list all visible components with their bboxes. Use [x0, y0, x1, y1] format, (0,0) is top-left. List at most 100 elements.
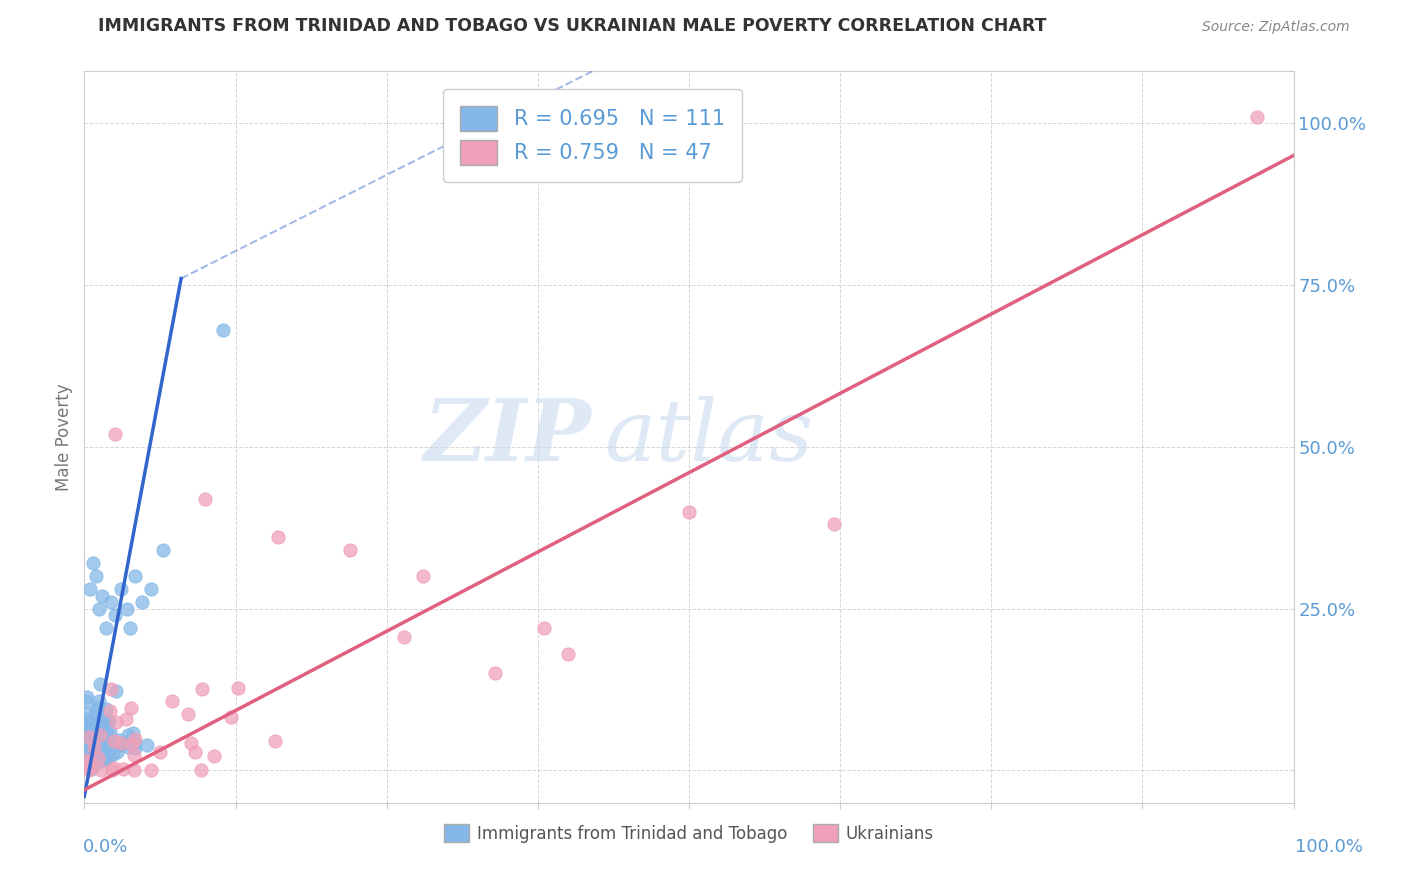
- Point: [76, 720, 98, 734]
- Point: [75, 714, 97, 729]
- Point: [75, 693, 97, 707]
- Text: ZIP: ZIP: [425, 395, 592, 479]
- Point: [823, 517, 845, 532]
- Point: [98, 749, 121, 764]
- Point: [152, 543, 174, 558]
- Point: [86, 745, 108, 759]
- Point: [103, 761, 125, 775]
- Point: [82, 749, 104, 764]
- Point: [87, 601, 110, 615]
- Point: [91, 754, 114, 768]
- Point: [110, 736, 132, 750]
- Point: [103, 737, 125, 751]
- Point: [80, 762, 103, 776]
- Point: [124, 732, 146, 747]
- Point: [98, 725, 121, 739]
- Point: [87, 694, 110, 708]
- Point: [114, 712, 136, 726]
- Point: [75, 734, 97, 748]
- Point: [96, 714, 118, 728]
- Point: [141, 764, 163, 778]
- Point: [104, 426, 127, 441]
- Point: [79, 753, 101, 767]
- Point: [117, 728, 139, 742]
- Point: [202, 749, 225, 764]
- Point: [105, 745, 128, 759]
- Point: [87, 722, 110, 736]
- Point: [87, 700, 110, 714]
- Point: [76, 729, 98, 743]
- Point: [191, 682, 214, 697]
- Point: [131, 595, 153, 609]
- Point: [90, 764, 112, 778]
- Point: [73, 712, 96, 726]
- Point: [120, 701, 142, 715]
- Point: [75, 740, 97, 755]
- Point: [190, 764, 212, 778]
- Point: [122, 764, 145, 778]
- Point: [121, 737, 143, 751]
- Point: [94, 723, 117, 738]
- Text: 100.0%: 100.0%: [1295, 838, 1362, 855]
- Point: [98, 704, 121, 718]
- Point: [114, 735, 136, 749]
- Point: [180, 736, 202, 750]
- Point: [76, 736, 98, 750]
- Point: [76, 731, 98, 745]
- Point: [117, 740, 139, 755]
- Legend: Immigrants from Trinidad and Tobago, Ukrainians: Immigrants from Trinidad and Tobago, Ukr…: [437, 818, 941, 849]
- Point: [100, 595, 122, 609]
- Point: [84, 734, 107, 748]
- Point: [76, 715, 98, 730]
- Point: [120, 621, 142, 635]
- Point: [103, 733, 125, 747]
- Point: [75, 721, 97, 735]
- Point: [79, 733, 101, 747]
- Point: [100, 681, 122, 696]
- Point: [89, 676, 111, 690]
- Point: [136, 738, 159, 752]
- Point: [79, 730, 101, 744]
- Point: [108, 732, 131, 747]
- Point: [84, 757, 107, 772]
- Point: [79, 739, 101, 754]
- Point: [148, 745, 170, 759]
- Point: [77, 733, 100, 747]
- Point: [79, 745, 101, 759]
- Point: [339, 543, 361, 558]
- Point: [124, 736, 146, 750]
- Point: [80, 747, 103, 761]
- Point: [533, 621, 555, 635]
- Point: [91, 712, 114, 726]
- Point: [77, 738, 100, 752]
- Point: [94, 702, 117, 716]
- Point: [97, 727, 120, 741]
- Point: [412, 569, 434, 583]
- Point: [93, 753, 115, 767]
- Point: [82, 729, 104, 743]
- Point: [94, 735, 117, 749]
- Point: [76, 737, 98, 751]
- Point: [89, 728, 111, 742]
- Point: [76, 714, 98, 729]
- Point: [82, 557, 104, 571]
- Point: [79, 761, 101, 775]
- Point: [124, 569, 146, 583]
- Point: [86, 704, 108, 718]
- Point: [86, 748, 108, 763]
- Point: [80, 748, 103, 763]
- Point: [101, 764, 124, 778]
- Point: [177, 706, 200, 721]
- Point: [76, 748, 98, 763]
- Point: [83, 721, 105, 735]
- Point: [87, 723, 110, 738]
- Point: [1246, 110, 1268, 124]
- Point: [79, 728, 101, 742]
- Point: [75, 743, 97, 757]
- Point: [194, 491, 217, 506]
- Point: [82, 713, 104, 727]
- Point: [75, 727, 97, 741]
- Point: [76, 690, 98, 704]
- Point: [83, 731, 105, 746]
- Point: [184, 746, 207, 760]
